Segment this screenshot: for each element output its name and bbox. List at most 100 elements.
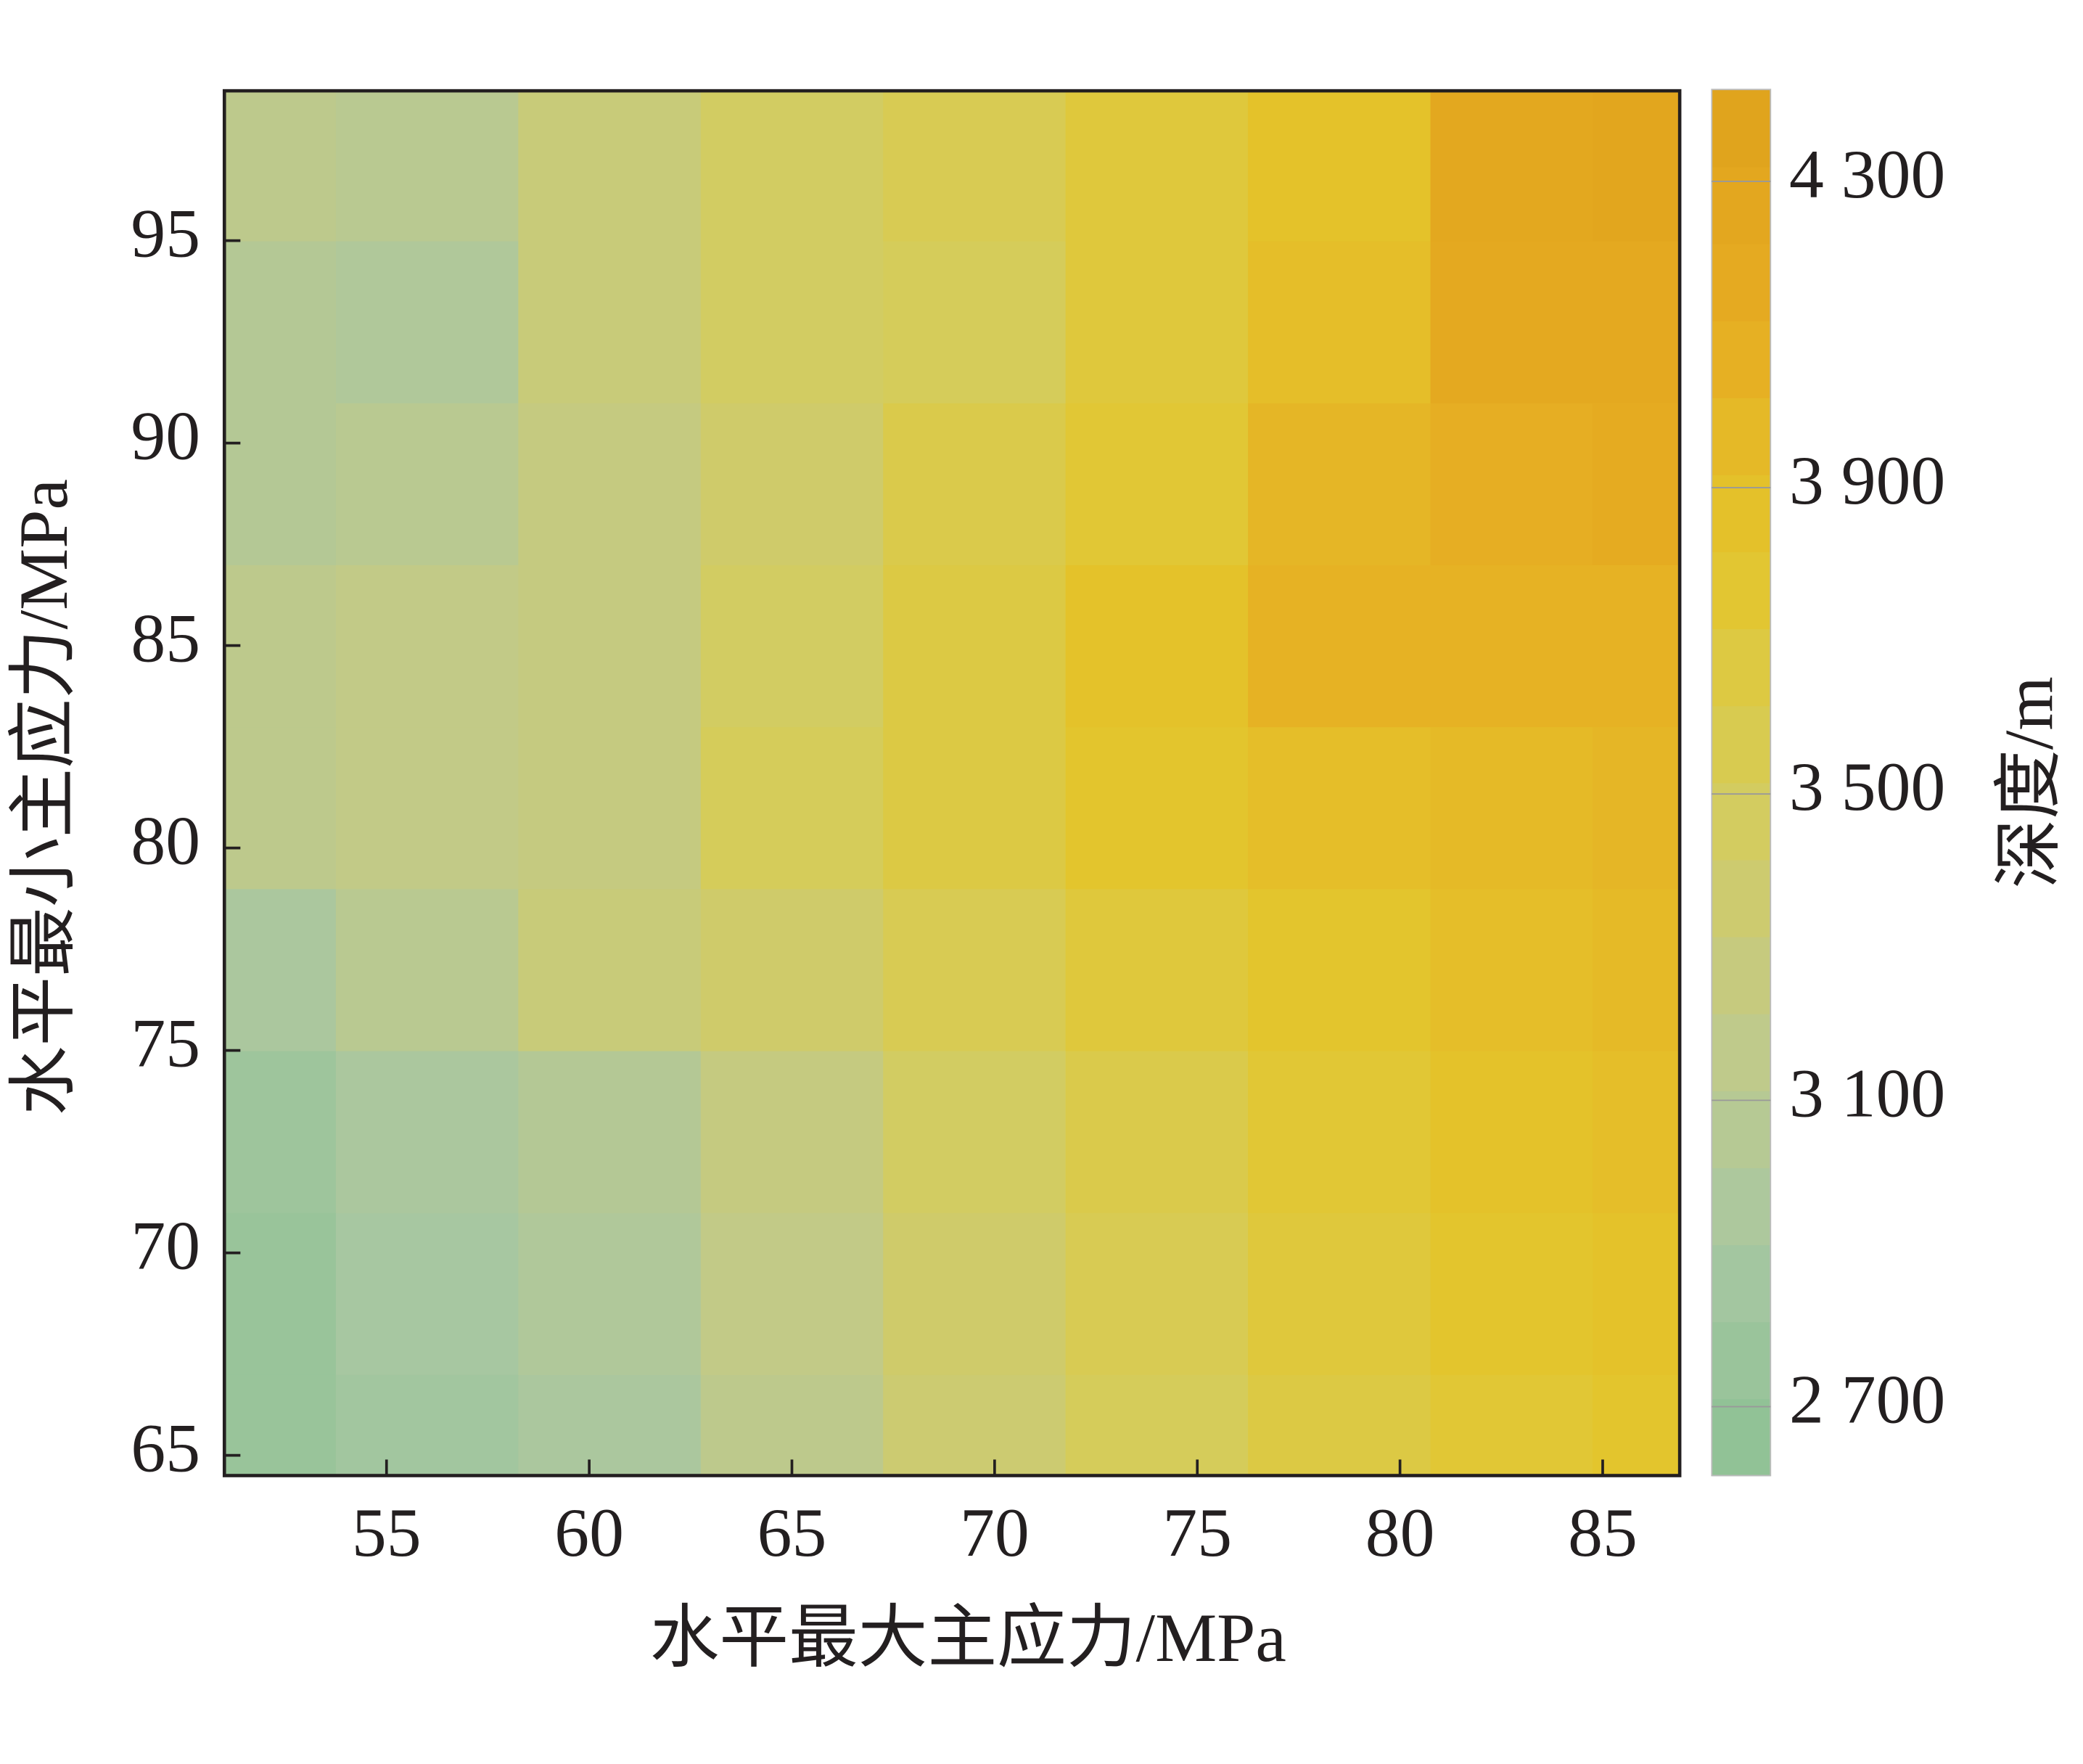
contour-cell [700,888,884,1051]
colorbar-band [1712,474,1771,552]
contour-cell [518,726,702,890]
colorbar-band [1712,89,1771,168]
contour-cell [518,1050,702,1213]
contour-cell [1248,1212,1431,1375]
contour-cell [1430,1212,1593,1375]
contour-cell [1065,1050,1249,1213]
y-tick-label: 75 [131,1005,200,1082]
y-axis-label: 水平最小主应力/MPa [5,479,82,1115]
x-tick-label: 65 [757,1494,827,1571]
contour-cell [1593,1050,1680,1213]
contour-cell [1430,240,1593,403]
colorbar-tick-label: 3 500 [1789,748,1945,825]
y-tick-label: 85 [131,600,200,677]
colorbar-frame [1711,89,1772,1477]
contour-cell [883,564,1067,728]
contour-cell [335,91,519,242]
contour-cell [518,888,702,1051]
contour-cell [700,91,884,242]
y-tick-label: 95 [131,195,200,272]
contour-cell [1065,726,1249,890]
contour-cell [224,726,337,890]
contour-cell [1430,1374,1593,1476]
colorbar-band [1712,782,1771,861]
y-tick-label: 65 [131,1410,200,1487]
x-axis-label: 水平最大主应力/MPa [650,1599,1286,1676]
colorbar-band [1712,1168,1771,1246]
colorbar-tick-label: 4 300 [1789,136,1945,213]
contour-cell [518,91,702,242]
contour-cell [1593,240,1680,403]
contour-cell [1248,1374,1431,1476]
contour-cell [1065,402,1249,565]
contour-cell [1065,1374,1249,1476]
contour-cell [1065,888,1249,1051]
colorbar-band [1712,551,1771,630]
contour-cell [1430,91,1593,242]
contour-cell [1248,726,1431,890]
contour-cell [1065,91,1249,242]
contour-cell [1248,1050,1431,1213]
contour-cell [1593,402,1680,565]
contour-cell [700,240,884,403]
colorbar-band [1712,859,1771,938]
contour-cell [224,1050,337,1213]
contour-cell [1430,1050,1593,1213]
colorbar-band [1712,320,1771,398]
contour-cell [700,402,884,565]
x-tick-label: 85 [1568,1494,1638,1571]
heatmap [224,91,1680,1476]
contour-cell [1593,726,1680,890]
colorbar-label: 深度/m [1990,676,2067,888]
contour-cell [1593,888,1680,1051]
contour-cell [1065,564,1249,728]
contour-cell [335,240,519,403]
y-tick-label: 70 [131,1207,200,1284]
contour-cell [883,1050,1067,1213]
contour-cell [224,240,337,403]
contour-cell [518,1212,702,1375]
colorbar-band [1712,166,1771,245]
colorbar-band [1712,628,1771,707]
contour-cell [883,1212,1067,1375]
contour-cell [1430,564,1593,728]
contour-cell [518,564,702,728]
contour-cell [1248,240,1431,403]
contour-cell [518,240,702,403]
contour-cell [224,91,337,242]
contour-cell [883,402,1067,565]
contour-cell [518,402,702,565]
contour-cell [1593,564,1680,728]
contour-cell [335,1050,519,1213]
contour-cell [700,1374,884,1476]
contour-cell [1065,1212,1249,1375]
contour-cell [883,240,1067,403]
contour-cell [883,726,1067,890]
contour-cell [700,1050,884,1213]
x-tick-label: 80 [1365,1494,1435,1571]
contour-cell [1593,1374,1680,1476]
colorbar-band [1712,243,1771,321]
contour-cell [224,888,337,1051]
contour-cell [700,726,884,890]
plot-frame [222,89,1682,1477]
y-tick-label: 90 [131,398,200,475]
colorbar-band [1712,1090,1771,1168]
colorbar-band [1712,936,1771,1014]
contour-cell [335,726,519,890]
colorbar-band [1712,1013,1771,1091]
contour-cell [1248,91,1431,242]
contour-cell [1248,564,1431,728]
contour-cell [700,1212,884,1375]
contour-cell [700,564,884,728]
colorbar-tick-label: 3 900 [1789,442,1945,519]
x-tick-label: 55 [352,1494,422,1571]
contour-cell [518,1374,702,1476]
contour-cell [1430,402,1593,565]
x-tick-label: 60 [554,1494,624,1571]
contour-cell [224,1374,337,1476]
contour-cell [224,1212,337,1375]
contour-cell [1593,1212,1680,1375]
colorbar-band [1712,1244,1771,1323]
